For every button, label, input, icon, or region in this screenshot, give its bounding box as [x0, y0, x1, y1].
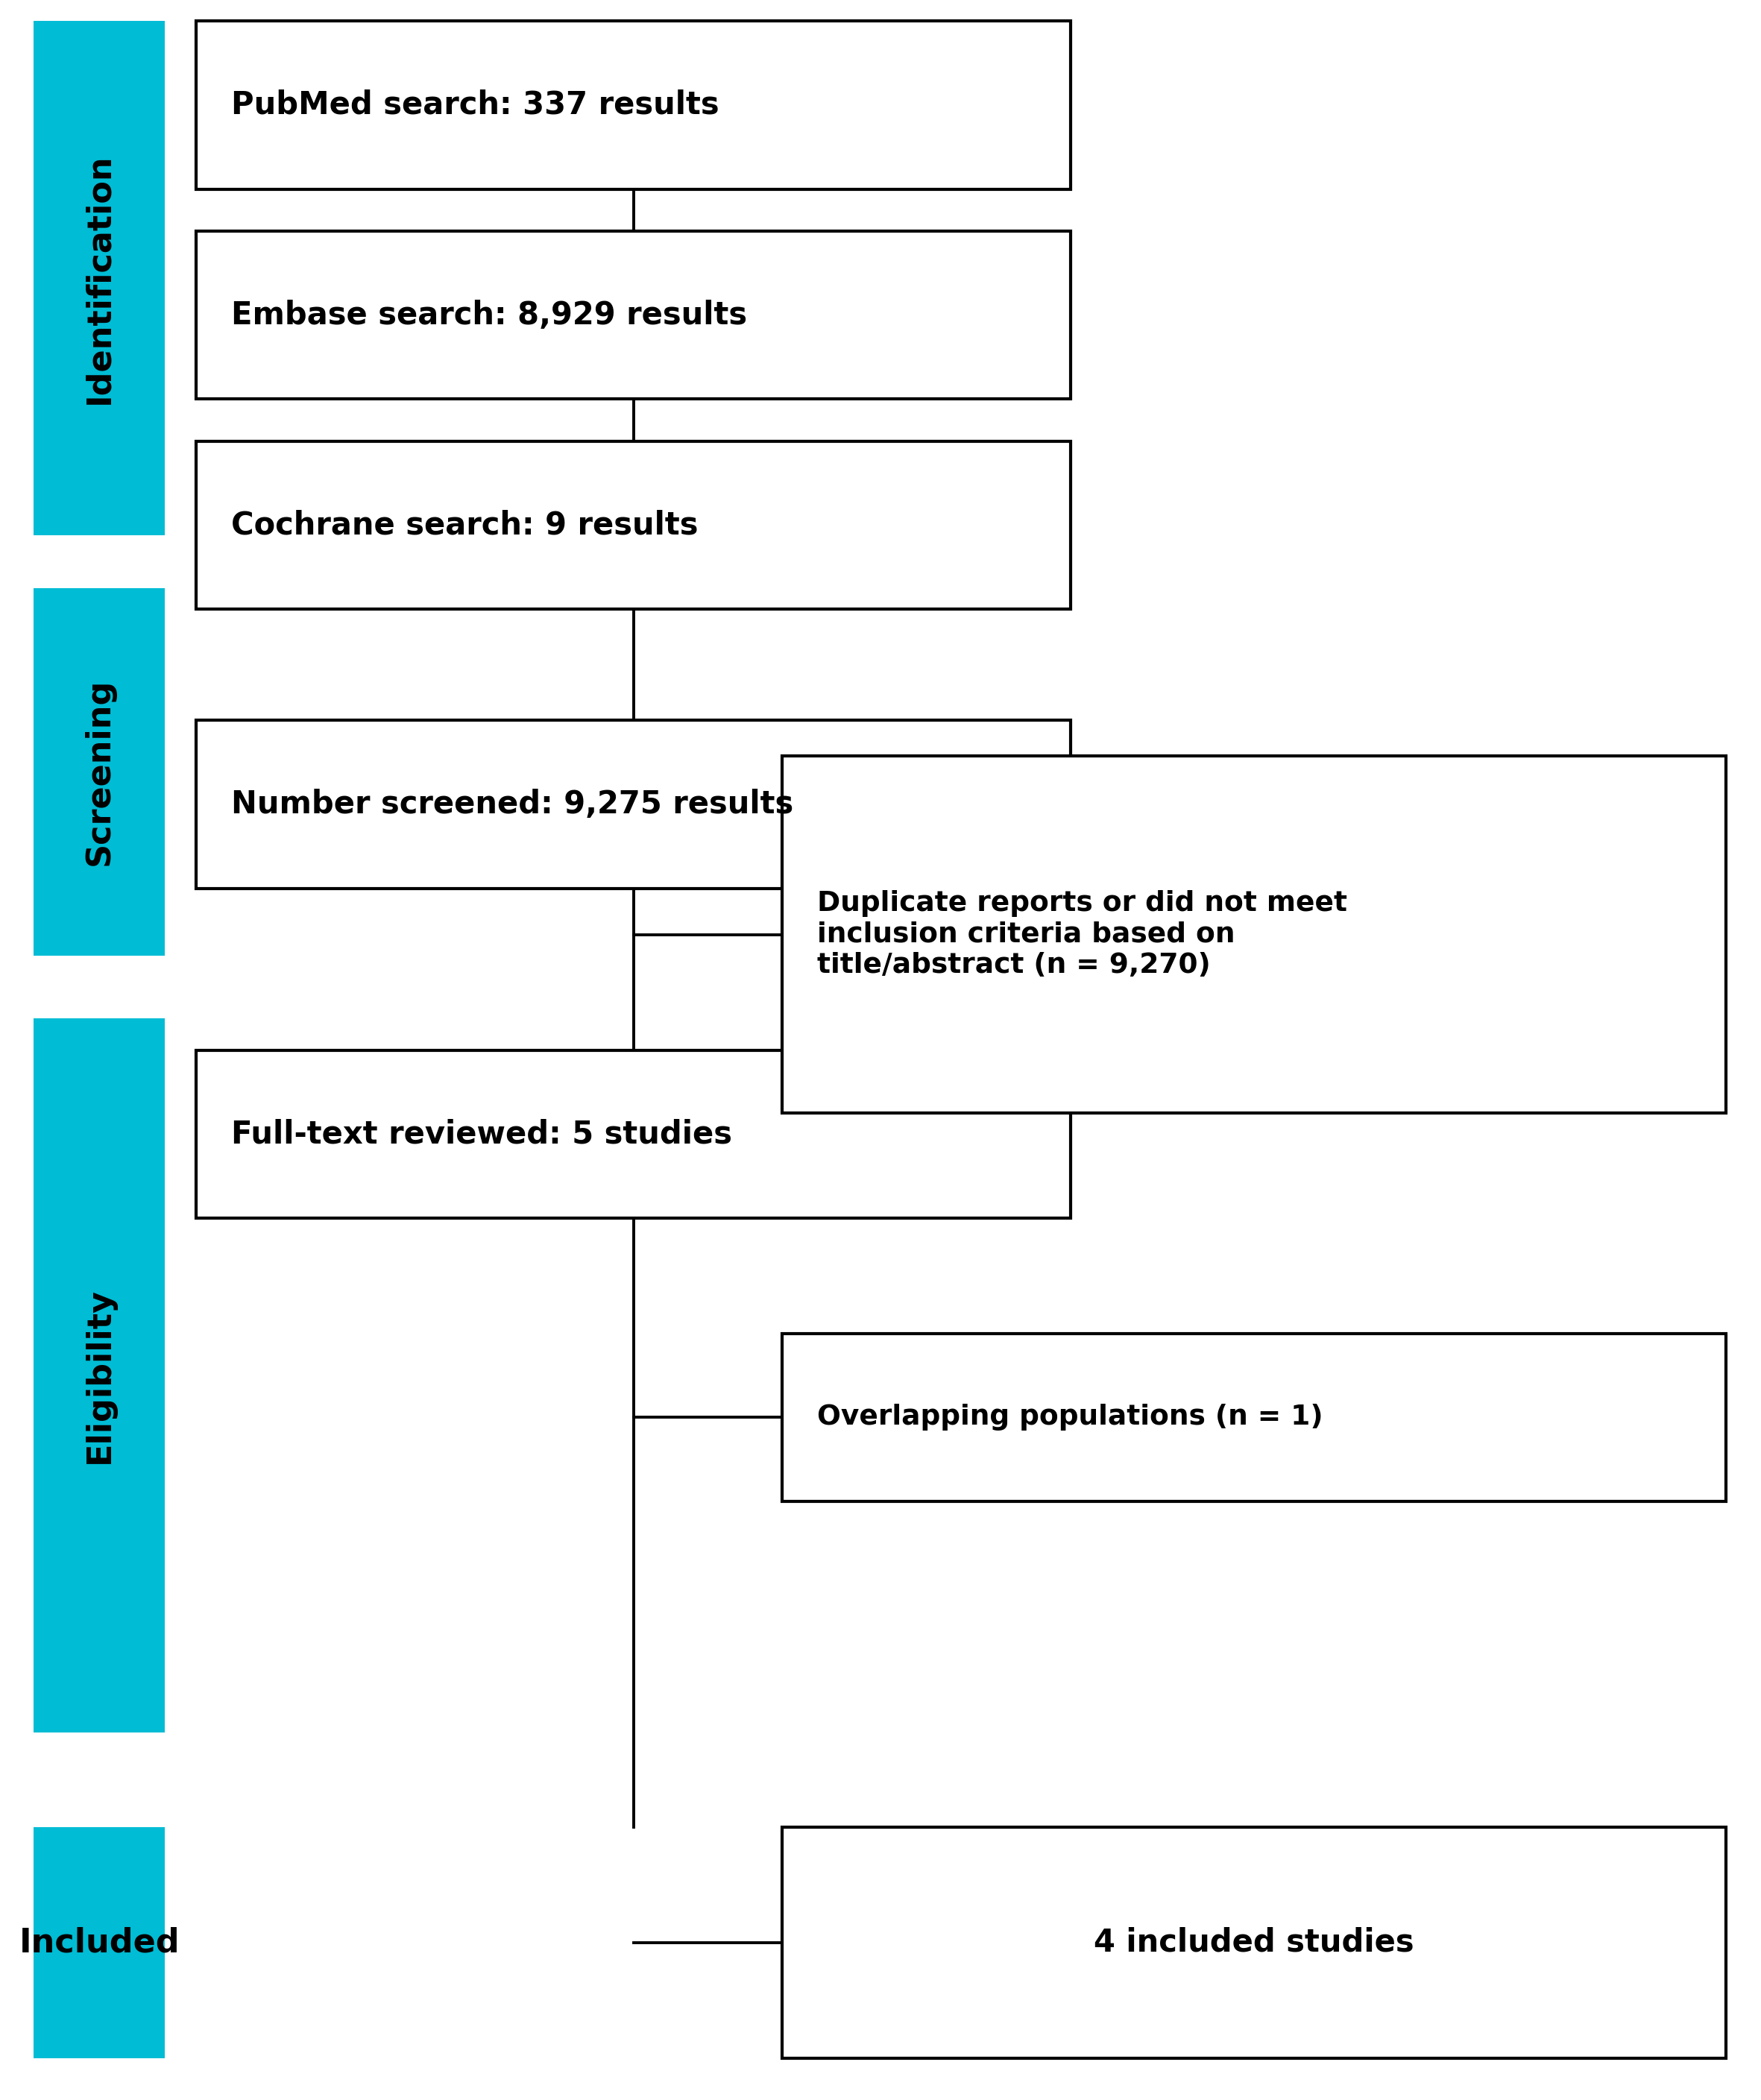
FancyBboxPatch shape — [197, 21, 1071, 189]
FancyBboxPatch shape — [33, 1018, 166, 1732]
FancyBboxPatch shape — [197, 441, 1071, 609]
Text: PubMed search: 337 results: PubMed search: 337 results — [231, 90, 720, 120]
FancyBboxPatch shape — [782, 1334, 1726, 1501]
Text: Full-text reviewed: 5 studies: Full-text reviewed: 5 studies — [231, 1119, 733, 1149]
FancyBboxPatch shape — [33, 588, 166, 956]
Text: Embase search: 8,929 results: Embase search: 8,929 results — [231, 300, 747, 330]
Text: Identification: Identification — [83, 153, 116, 403]
Text: Overlapping populations (n = 1): Overlapping populations (n = 1) — [817, 1405, 1323, 1430]
Text: Screening: Screening — [83, 678, 116, 865]
Text: Number screened: 9,275 results: Number screened: 9,275 results — [231, 790, 794, 819]
FancyBboxPatch shape — [197, 720, 1071, 888]
Text: Duplicate reports or did not meet
inclusion criteria based on
title/abstract (n : Duplicate reports or did not meet inclus… — [817, 890, 1347, 979]
Text: Included: Included — [19, 1926, 180, 1959]
Text: 4 included studies: 4 included studies — [1094, 1928, 1414, 1957]
FancyBboxPatch shape — [197, 1050, 1071, 1218]
Text: Cochrane search: 9 results: Cochrane search: 9 results — [231, 510, 699, 540]
FancyBboxPatch shape — [782, 1827, 1726, 2058]
FancyBboxPatch shape — [33, 1827, 166, 2058]
FancyBboxPatch shape — [782, 756, 1726, 1113]
Text: Eligibility: Eligibility — [83, 1287, 116, 1464]
FancyBboxPatch shape — [33, 21, 166, 535]
FancyBboxPatch shape — [197, 231, 1071, 399]
